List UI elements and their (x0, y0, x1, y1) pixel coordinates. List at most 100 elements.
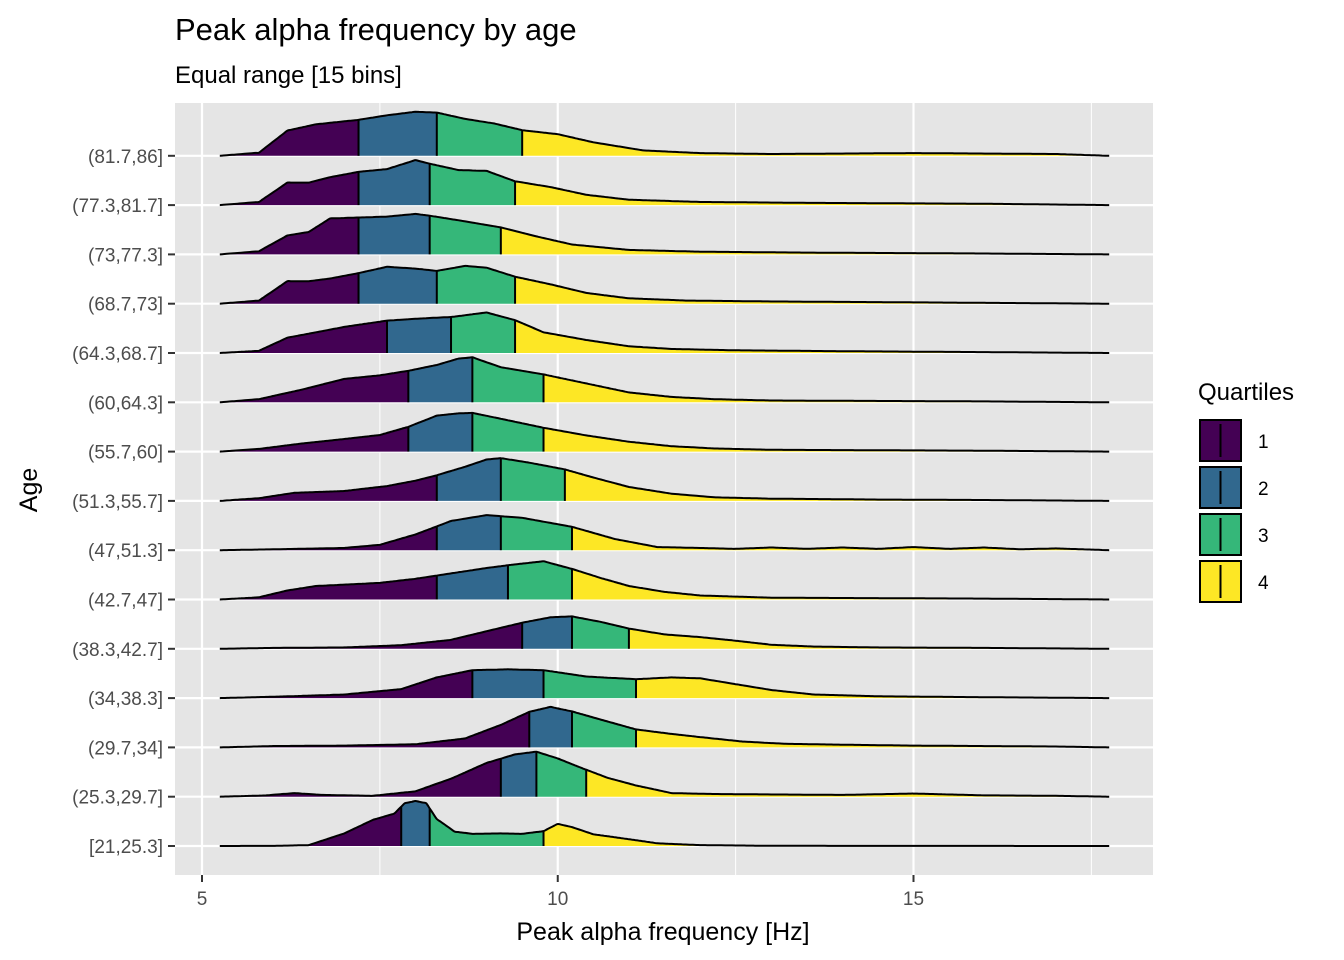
y-tick-label: [21,25.3] (89, 837, 163, 858)
quartile-1-area (219, 320, 387, 353)
x-axis: 5 10 15 (197, 875, 924, 910)
legend: Quartiles 1 2 3 4 (1198, 379, 1294, 603)
quartile-1-area (219, 370, 409, 403)
y-tick-label: (68.7,73] (88, 295, 163, 316)
density-outline (219, 668, 1110, 700)
quartile-4-area (515, 276, 1110, 304)
legend-item-1: 1 (1199, 419, 1269, 462)
ridge-(34,38.3] (219, 668, 1110, 700)
y-tick-label: (47,51.3] (88, 541, 163, 562)
quartile-4-area (586, 769, 1110, 797)
quartile-1-area (219, 622, 523, 649)
ridge-[21,25.3] (219, 799, 1110, 847)
legend-label: 2 (1258, 479, 1269, 500)
x-tick-label: 15 (903, 889, 924, 910)
y-tick-label: (51.3,55.7] (72, 492, 163, 513)
quartile-2-area (401, 801, 430, 846)
density-outline (219, 799, 1110, 847)
quartile-3-area (451, 312, 516, 353)
quartile-4-area (572, 568, 1110, 600)
y-axis-label: Age (15, 468, 43, 512)
quartile-3-area (472, 357, 544, 403)
legend-item-3: 3 (1199, 513, 1269, 556)
quartile-2-area (436, 515, 501, 551)
quartile-4-area (515, 320, 1110, 353)
quartile-3-area (436, 265, 516, 304)
quartile-1-area (219, 575, 437, 600)
ridge-(64.3,68.7] (219, 311, 1110, 354)
ridge-(77.3,81.7] (219, 159, 1110, 207)
y-tick-label: (77.3,81.7] (72, 196, 163, 217)
legend-label: 1 (1258, 432, 1269, 453)
quartile-3-area (507, 561, 572, 600)
quartile-1-area (219, 475, 437, 501)
density-outline (219, 750, 1110, 798)
quartile-1-area (219, 711, 530, 748)
quartile-2-area (529, 706, 572, 748)
y-axis: [21,25.3] (25.3,29.7] (29.7,34] (34,38.3] (3… (72, 147, 175, 858)
quartile-2-area (472, 669, 544, 699)
ridge-(73,77.3] (219, 212, 1110, 256)
chart-subtitle: Equal range [15 bins] (175, 62, 402, 89)
ridge-(68.7,73] (219, 264, 1110, 305)
ridge-densities (219, 110, 1110, 847)
legend-item-2: 2 (1199, 466, 1269, 509)
quartile-3-area (436, 112, 523, 156)
density-outline (219, 311, 1110, 354)
quartile-4-area (572, 526, 1110, 551)
y-tick-label: (25.3,29.7] (72, 788, 163, 809)
y-tick-label: (42.7,47] (88, 591, 163, 612)
legend-title: Quartiles (1198, 379, 1294, 406)
density-outline (219, 457, 1110, 502)
quartile-3-area (472, 412, 544, 452)
ridge-(25.3,29.7] (219, 750, 1110, 798)
quartile-4-area (636, 677, 1110, 699)
y-tick-label: (34,38.3] (88, 689, 163, 710)
density-outline (219, 264, 1110, 305)
ridge-(55.7,60] (219, 411, 1110, 453)
quartile-4-area (522, 130, 1110, 156)
quartile-2-area (387, 317, 451, 353)
quartile-4-area (564, 469, 1110, 501)
quartile-2-area (436, 458, 501, 501)
panel-background (175, 103, 1153, 875)
ridge-(42.7,47] (219, 560, 1110, 601)
ridge-(38.3,42.7] (219, 615, 1110, 650)
y-tick-label: (73,77.3] (88, 245, 163, 266)
quartile-4-area (500, 227, 1110, 255)
density-outline (219, 560, 1110, 601)
chart-title: Peak alpha frequency by age (175, 12, 577, 47)
density-outline (219, 514, 1110, 552)
y-tick-label: (38.3,42.7] (72, 640, 163, 661)
y-tick-label: (60,64.3] (88, 393, 163, 414)
plot-panel (175, 103, 1153, 875)
y-tick-label: (81.7,86] (88, 147, 163, 168)
quartile-1-area (219, 119, 359, 156)
quartile-3-area (536, 751, 587, 797)
density-outline (219, 356, 1110, 404)
density-outline (219, 615, 1110, 650)
quartile-2-area (358, 266, 437, 304)
y-tick-label: (29.7,34] (88, 738, 163, 759)
quartile-2-area (408, 357, 473, 403)
y-tick-label: (64.3,68.7] (72, 344, 163, 365)
quartile-2-area (358, 160, 430, 206)
quartile-1-area (219, 171, 359, 206)
quartile-4-area (543, 374, 1110, 403)
quartile-4-area (543, 824, 1110, 846)
quartile-1-area (219, 758, 501, 797)
ridge-(51.3,55.7] (219, 457, 1110, 502)
x-tick-label: 10 (547, 889, 568, 910)
ridge-(60,64.3] (219, 356, 1110, 404)
quartile-2-area (408, 412, 473, 452)
quartile-2-area (500, 751, 537, 797)
x-tick-label: 5 (197, 889, 208, 910)
quartile-3-area (572, 711, 636, 748)
legend-label: 4 (1258, 573, 1269, 594)
ridge-(29.7,34] (219, 705, 1110, 749)
ridge-(81.7,86] (219, 110, 1110, 157)
quartile-3-area (543, 670, 636, 699)
density-outline (219, 212, 1110, 256)
quartile-3-area (429, 808, 544, 846)
